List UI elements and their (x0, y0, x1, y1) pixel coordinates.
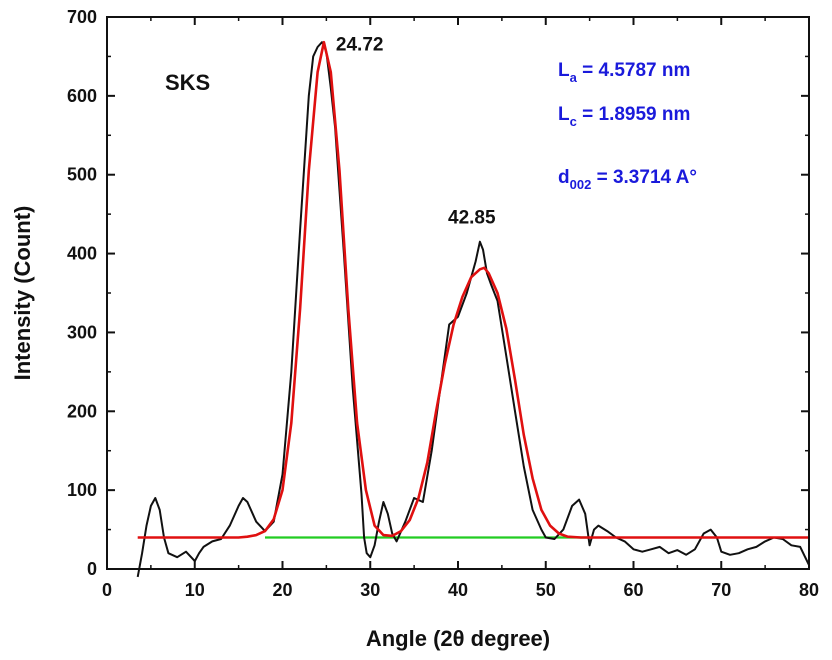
y-tick-label: 600 (67, 86, 97, 106)
peak-label: 42.85 (448, 208, 496, 229)
annotation-symbol: d (558, 167, 570, 188)
x-tick-label: 40 (448, 580, 468, 600)
y-axis-title: Intensity (Count) (10, 206, 35, 381)
x-tick-label: 30 (360, 580, 380, 600)
x-tick-label: 20 (272, 580, 292, 600)
axis-ticks: 0 10 20 30 40 50 60 70 80 0 100 200 300 400 500 600 700 (67, 7, 819, 600)
x-tick-label: 80 (799, 580, 819, 600)
annotation-value: = 3.3714 A° (591, 167, 697, 188)
annotation-subscript: a (570, 70, 578, 85)
x-tick-label: 10 (185, 580, 205, 600)
y-tick-label: 0 (87, 559, 97, 579)
y-tick-label: 200 (67, 401, 97, 421)
x-tick-label: 50 (536, 580, 556, 600)
annotation-subscript: c (570, 114, 577, 129)
annotation-subscript: 002 (570, 177, 592, 192)
measured-series-line (136, 41, 809, 578)
annotation-value: = 4.5787 nm (577, 60, 691, 81)
x-axis-title: Angle (2θ degree) (366, 626, 550, 651)
y-tick-label: 500 (67, 165, 97, 185)
annotation-symbol: L (558, 104, 570, 125)
plot-frame (106, 16, 810, 570)
crystallite-height-lc: Lc = 1.8959 nm (558, 104, 690, 129)
plot-content (136, 40, 809, 578)
x-tick-label: 60 (623, 580, 643, 600)
x-tick-label: 0 (102, 580, 112, 600)
y-tick-label: 400 (67, 244, 97, 264)
fit-series-line (137, 40, 809, 539)
crystallite-size-la: La = 4.5787 nm (558, 60, 690, 85)
annotation-symbol: L (558, 60, 570, 81)
y-tick-label: 700 (67, 7, 97, 27)
annotation-value: = 1.8959 nm (577, 104, 691, 125)
x-tick-label: 70 (711, 580, 731, 600)
interlayer-spacing-d002: d002 = 3.3714 A° (558, 167, 697, 192)
sample-label: SKS (165, 70, 210, 95)
y-tick-label: 300 (67, 322, 97, 342)
y-tick-label: 100 (67, 480, 97, 500)
peak-label: 24.72 (336, 35, 384, 56)
